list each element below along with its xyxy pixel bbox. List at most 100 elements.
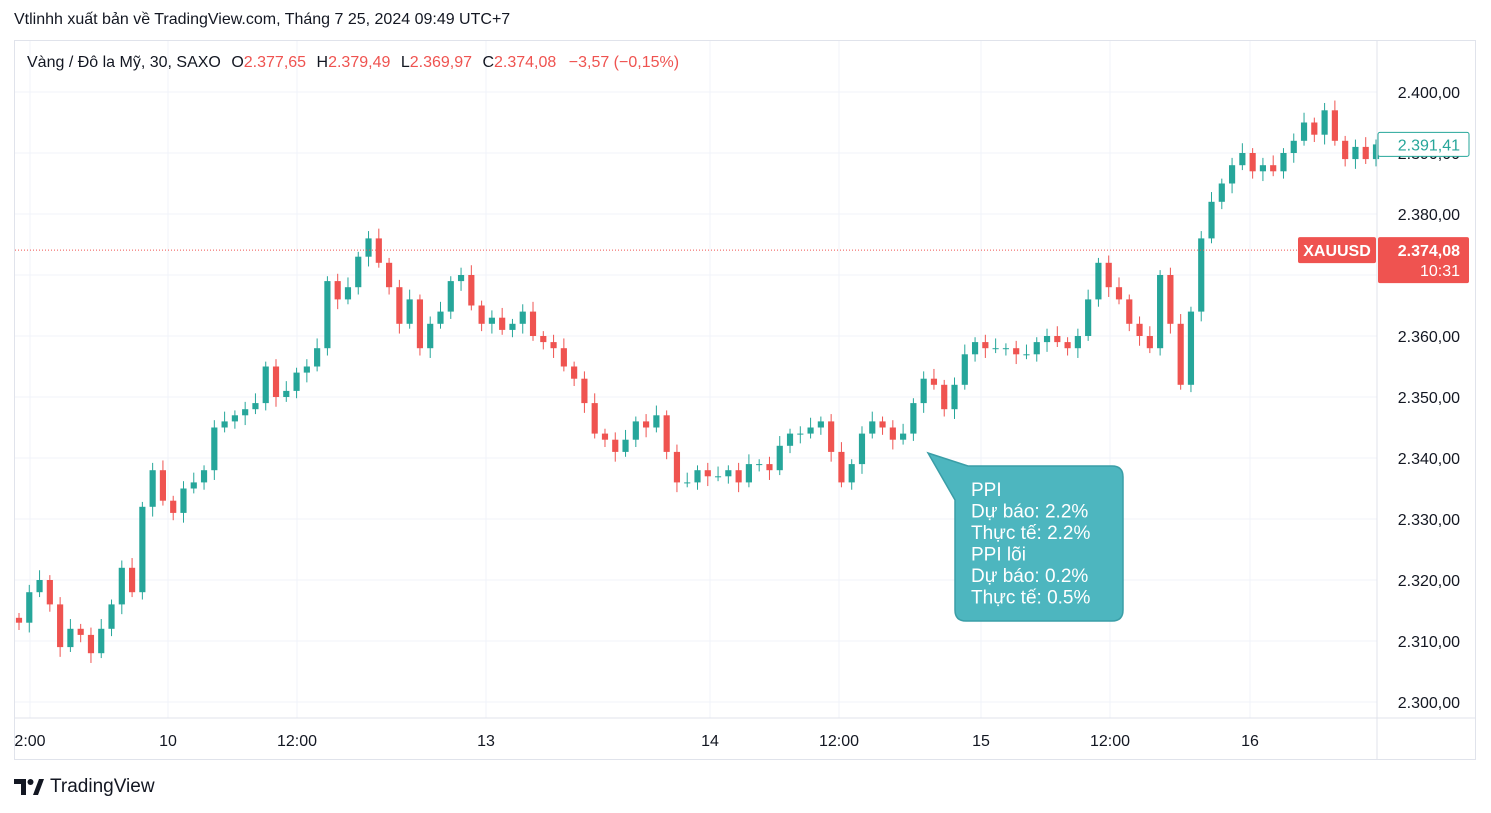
candle-body	[930, 378, 938, 385]
y-tick-label: 2.400,00	[1398, 85, 1460, 102]
candle-body	[1300, 122, 1308, 141]
candle-body	[314, 348, 321, 367]
candle-body	[1280, 153, 1287, 172]
last-price-tag	[1378, 237, 1469, 284]
candle-body	[879, 421, 886, 428]
candle-body	[838, 451, 845, 483]
candle-body	[858, 433, 866, 465]
candle-body	[889, 427, 896, 440]
candle-body	[1270, 165, 1277, 172]
candle-body	[1157, 275, 1164, 349]
candle-body	[571, 366, 578, 379]
countdown-text: 10:31	[1420, 263, 1460, 280]
candle-body	[149, 470, 156, 507]
candle-body	[951, 384, 958, 410]
candle-body	[396, 287, 403, 324]
x-tick-label: 13	[477, 733, 495, 750]
candle-body	[386, 262, 393, 288]
candle-body	[1259, 165, 1267, 172]
candle-body	[468, 275, 475, 306]
candle-body	[1311, 122, 1318, 135]
candle-body	[1105, 262, 1112, 288]
x-tick-label: 16	[1241, 733, 1259, 750]
candle-body	[1043, 336, 1051, 343]
current-price-text: 2.391,41	[1398, 137, 1460, 154]
candle-body	[1239, 153, 1246, 166]
candle-body	[36, 580, 43, 593]
candle-body	[98, 628, 105, 654]
candle-body	[1362, 146, 1369, 160]
last-price-text: 2.374,08	[1398, 243, 1460, 260]
candle-body	[200, 470, 208, 483]
candle-body	[1342, 140, 1349, 160]
candle-body	[1218, 183, 1225, 202]
candle-body	[1177, 323, 1184, 385]
close-label: C	[482, 54, 495, 71]
high-value: 2.379,49	[328, 54, 391, 71]
candle-body	[457, 275, 465, 282]
candle-body	[704, 470, 711, 477]
candle-body	[509, 323, 516, 330]
candle-body	[139, 506, 146, 593]
close-value: 2.374,08	[494, 54, 557, 71]
candle-body	[1372, 144, 1380, 160]
annotation-line: Thực tế: 0.5%	[971, 588, 1090, 609]
y-tick-label: 2.320,00	[1398, 573, 1460, 590]
candle-body	[221, 421, 228, 428]
y-tick-label: 2.300,00	[1398, 695, 1460, 712]
candle-body	[735, 470, 742, 483]
annotation-line: PPI lõi	[971, 545, 1026, 566]
candle-body	[529, 311, 537, 336]
current-price-tag	[1377, 131, 1470, 157]
candle-body	[766, 464, 773, 471]
candle-body	[663, 415, 670, 452]
candle-body	[427, 323, 434, 349]
annotation-line: PPI	[971, 480, 1002, 501]
candle-body	[694, 470, 701, 483]
candle-body	[519, 311, 526, 324]
candle-body	[293, 372, 300, 391]
low-value: 2.369,97	[409, 54, 472, 71]
candle-body	[828, 421, 835, 452]
candle-body	[365, 238, 372, 257]
candle-body	[786, 433, 794, 446]
candle-body	[344, 287, 352, 300]
candle-body	[252, 403, 259, 410]
candle-body	[1013, 348, 1020, 355]
candle-body	[817, 421, 824, 428]
candle-body	[1054, 336, 1061, 343]
candle-body	[242, 409, 249, 416]
candle-body	[643, 421, 650, 428]
candle-body	[1331, 110, 1338, 141]
candle-body	[1126, 299, 1133, 324]
grid-lines	[15, 41, 1377, 718]
candle-body	[776, 445, 783, 471]
candle-body	[869, 421, 876, 434]
candle-body	[57, 604, 64, 648]
candle-body	[87, 634, 95, 654]
candle-body	[1146, 336, 1153, 349]
candle-body	[324, 281, 331, 349]
candle-body	[1095, 262, 1102, 300]
candle-body	[67, 628, 74, 648]
candle-body	[848, 464, 855, 483]
candle-body	[26, 592, 33, 623]
candle-body	[684, 482, 691, 484]
x-tick-label: 2:00	[14, 733, 45, 750]
candle-body	[756, 464, 763, 466]
candle-body	[231, 415, 238, 422]
change-value: −3,57 (−0,15%)	[568, 54, 680, 71]
x-tick-label: 12:00	[1090, 733, 1130, 750]
candle-body	[1074, 336, 1081, 349]
candle-body	[283, 390, 290, 397]
y-tick-label: 2.380,00	[1398, 207, 1460, 224]
branding[interactable]: TradingView	[14, 776, 155, 798]
candle-body	[725, 470, 732, 477]
high-label: H	[316, 54, 329, 71]
candle-body	[601, 433, 609, 440]
candle-body	[581, 378, 588, 404]
symbol-label[interactable]: Vàng / Đô la Mỹ, 30, SAXO	[27, 54, 221, 71]
candle-body	[807, 427, 814, 434]
candle-body	[653, 415, 660, 428]
